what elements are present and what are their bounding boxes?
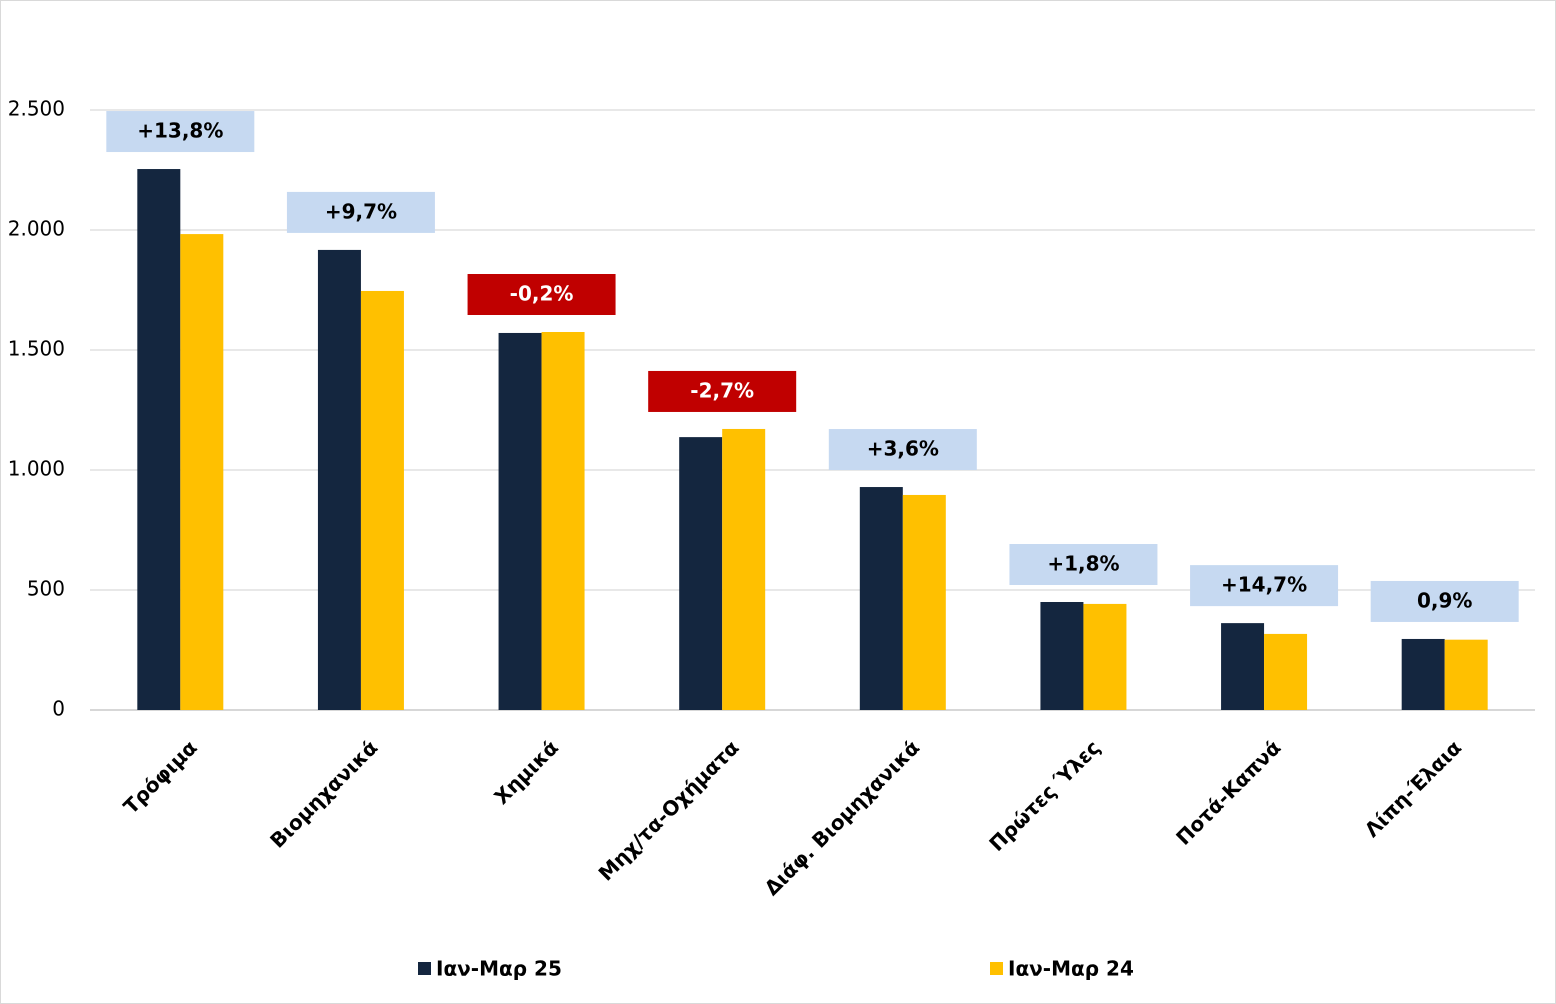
bar	[1221, 623, 1265, 710]
y-tick-label: 2.500	[8, 97, 65, 121]
annotation-box	[648, 370, 797, 412]
annotation-box	[1009, 544, 1158, 585]
annotation: +14,7%	[1221, 573, 1307, 597]
annotation-box	[1190, 565, 1339, 607]
bar	[498, 332, 542, 710]
annotation: +9,7%	[325, 199, 397, 223]
bar	[1264, 633, 1308, 710]
bar	[137, 169, 181, 711]
annotation: 0,9%	[1417, 588, 1472, 612]
annotation: -2,7%	[690, 378, 754, 402]
annotation-box	[286, 191, 435, 233]
bar	[1444, 639, 1488, 710]
annotation-box	[828, 429, 977, 471]
annotation: +3,6%	[867, 437, 939, 461]
bar	[859, 487, 903, 710]
y-tick-label: 1.500	[8, 337, 65, 361]
bar	[679, 437, 723, 710]
y-tick-label: 500	[27, 577, 65, 601]
annotation: -0,2%	[510, 282, 574, 306]
annotation-box	[467, 274, 616, 315]
y-tick-label: 2.000	[8, 217, 65, 241]
bar	[1401, 638, 1445, 710]
bar	[360, 290, 404, 710]
bar	[1040, 602, 1084, 710]
legend-label: Ιαν-Μαρ 24	[1008, 957, 1134, 981]
legend-swatch	[990, 962, 1003, 975]
legend-swatch	[418, 962, 431, 975]
y-tick-label: 0	[52, 697, 65, 721]
bar	[902, 494, 946, 710]
annotation-box	[1370, 580, 1519, 622]
bar	[722, 428, 766, 710]
bar	[541, 332, 585, 710]
legend-label: Ιαν-Μαρ 25	[436, 957, 562, 981]
y-tick-label: 1.000	[8, 457, 65, 481]
bar	[317, 249, 361, 711]
annotation: +13,8%	[137, 119, 223, 143]
bar	[1083, 603, 1127, 710]
bar	[180, 234, 224, 710]
annotation-box	[106, 111, 255, 153]
annotation: +1,8%	[1047, 552, 1119, 576]
